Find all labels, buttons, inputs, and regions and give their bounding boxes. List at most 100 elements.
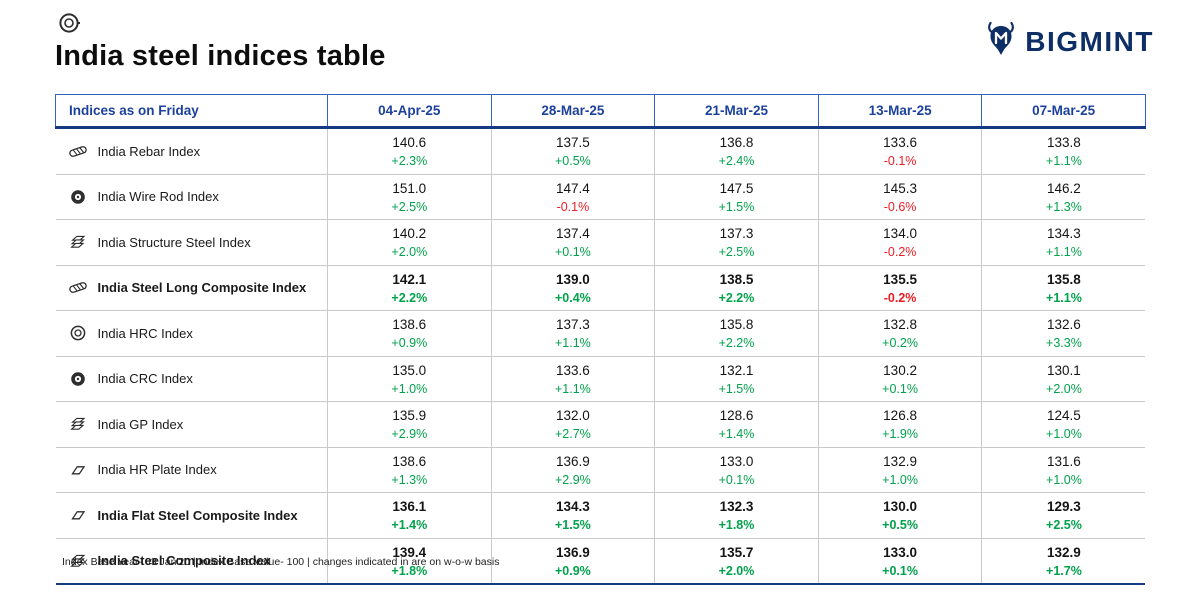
index-value: 139.0 [555,271,590,287]
wow-change: +1.3% [1046,199,1082,214]
wow-change: +1.4% [391,518,428,533]
wow-change: +1.0% [882,472,918,487]
table-row: India Steel Composite Index 139.4 +1.8% 136… [55,538,1146,585]
index-name-cell: India Steel Long Composite Index [55,265,328,311]
table-row: India CRC Index 135.0 +1.0% 133.6 +1.1% 132.1… [55,356,1146,402]
index-name: India GP Index [97,416,184,432]
wow-change: +0.1% [554,245,591,260]
wow-change: -0.1% [556,199,590,214]
date-column-header: 28-Mar-25 [490,94,656,129]
value-cell: 132.1 +1.5% [654,356,819,402]
index-name-cell: India GP Index [55,401,328,448]
value-cell: 135.8 +2.2% [654,310,819,357]
index-value: 134.3 [555,499,590,514]
wow-change: -0.6% [883,199,917,214]
wow-change: -0.2% [883,290,917,305]
wow-change: +1.1% [1046,245,1082,260]
value-cell: 136.9 +0.9% [491,538,656,585]
wow-change: +0.9% [554,563,591,578]
value-cell: 147.5 +1.5% [654,174,819,220]
wow-change: +2.2% [391,290,428,305]
value-cell: 136.1 +1.4% [327,492,492,539]
index-value: 138.6 [392,453,427,469]
wow-change: +2.4% [718,154,755,169]
wow-change: +0.1% [718,472,755,487]
wow-change: +0.5% [882,518,918,533]
index-value: 134.0 [883,226,917,241]
rebar-icon [68,144,88,159]
wow-change: +0.2% [882,336,918,351]
index-value: 136.9 [555,453,590,469]
index-value: 136.1 [392,499,427,514]
wow-change: +0.5% [554,154,591,169]
value-cell: 135.7 +2.0% [654,538,819,585]
index-value: 139.4 [392,544,427,560]
value-cell: 133.8 +1.1% [981,127,1146,175]
value-cell: 136.9 +2.9% [491,447,656,493]
index-value: 132.3 [719,499,754,514]
table-corner-label: Indices as on Friday [55,94,328,129]
value-cell: 151.0 +2.5% [327,174,492,220]
wow-change: +2.2% [718,336,755,351]
date-column-header: 21-Mar-25 [654,94,819,129]
index-value: 134.3 [1047,226,1081,241]
value-cell: 131.6 +1.0% [981,447,1146,493]
index-value: 132.9 [883,453,917,469]
wow-change: +2.5% [1046,518,1082,533]
index-value: 140.6 [392,135,427,150]
index-value: 147.5 [719,180,754,196]
index-value: 132.9 [1047,544,1081,560]
wow-change: +2.2% [718,290,755,305]
value-cell: 138.6 +0.9% [327,310,492,357]
steel-coil-icon [58,12,80,39]
structure-steel-icon [68,234,88,250]
index-value: 138.5 [719,271,754,287]
wow-change: +1.4% [718,427,755,442]
index-value: 132.6 [1047,317,1081,332]
wow-change: +2.0% [1046,381,1082,396]
index-value: 137.4 [555,226,590,241]
value-cell: 126.8 +1.9% [818,401,983,448]
bigmint-logo-text: BIGMINT [1025,25,1154,57]
index-name-cell: India HRC Index [55,310,328,357]
value-cell: 138.5 +2.2% [654,265,819,311]
wow-change: +1.9% [882,427,918,442]
value-cell: 132.8 +0.2% [818,310,983,357]
value-cell: 138.6 +1.3% [327,447,492,493]
value-cell: 145.3 -0.6% [818,174,983,220]
value-cell: 134.3 +1.5% [491,492,656,539]
wow-change: +2.3% [391,154,428,169]
wow-change: +1.1% [1046,154,1082,169]
date-column-header: 13-Mar-25 [817,94,983,129]
value-cell: 146.2 +1.3% [981,174,1146,220]
value-cell: 137.4 +0.1% [491,219,656,266]
table-row: India Wire Rod Index 151.0 +2.5% 147.4 -0.1%… [55,174,1146,220]
table-row: India HRC Index 138.6 +0.9% 137.3 +1.1% 135.8… [55,310,1146,357]
wow-change: +1.5% [718,199,755,214]
wow-change: +2.9% [391,427,428,442]
index-value: 130.2 [883,362,917,378]
index-value: 135.0 [392,362,427,378]
index-name: India Structure Steel Index [97,234,251,250]
index-value: 135.7 [719,544,754,560]
value-cell: 137.3 +1.1% [491,310,656,357]
index-value: 128.6 [719,408,754,423]
value-cell: 129.3 +2.5% [981,492,1146,539]
wow-change: +3.3% [1046,336,1082,351]
wow-change: +1.5% [718,381,755,396]
value-cell: 128.6 +1.4% [654,401,819,448]
crc-icon [68,371,88,387]
index-name: India HR Plate Index [97,462,217,478]
wow-change: +0.4% [554,290,591,305]
wow-change: +1.8% [718,518,755,533]
value-cell: 132.9 +1.7% [981,538,1146,585]
value-cell: 137.3 +2.5% [654,219,819,266]
index-value: 135.9 [392,408,427,423]
table-row: India Flat Steel Composite Index 136.1 +1.… [55,492,1146,539]
index-name-cell: India HR Plate Index [55,447,328,493]
value-cell: 133.6 -0.1% [818,127,983,175]
index-value: 140.2 [392,226,427,241]
index-name-cell: India CRC Index [55,356,328,402]
index-value: 137.3 [719,226,754,241]
footnote: Index Base Year- 03 Jan'20 | Index Base … [62,556,500,568]
